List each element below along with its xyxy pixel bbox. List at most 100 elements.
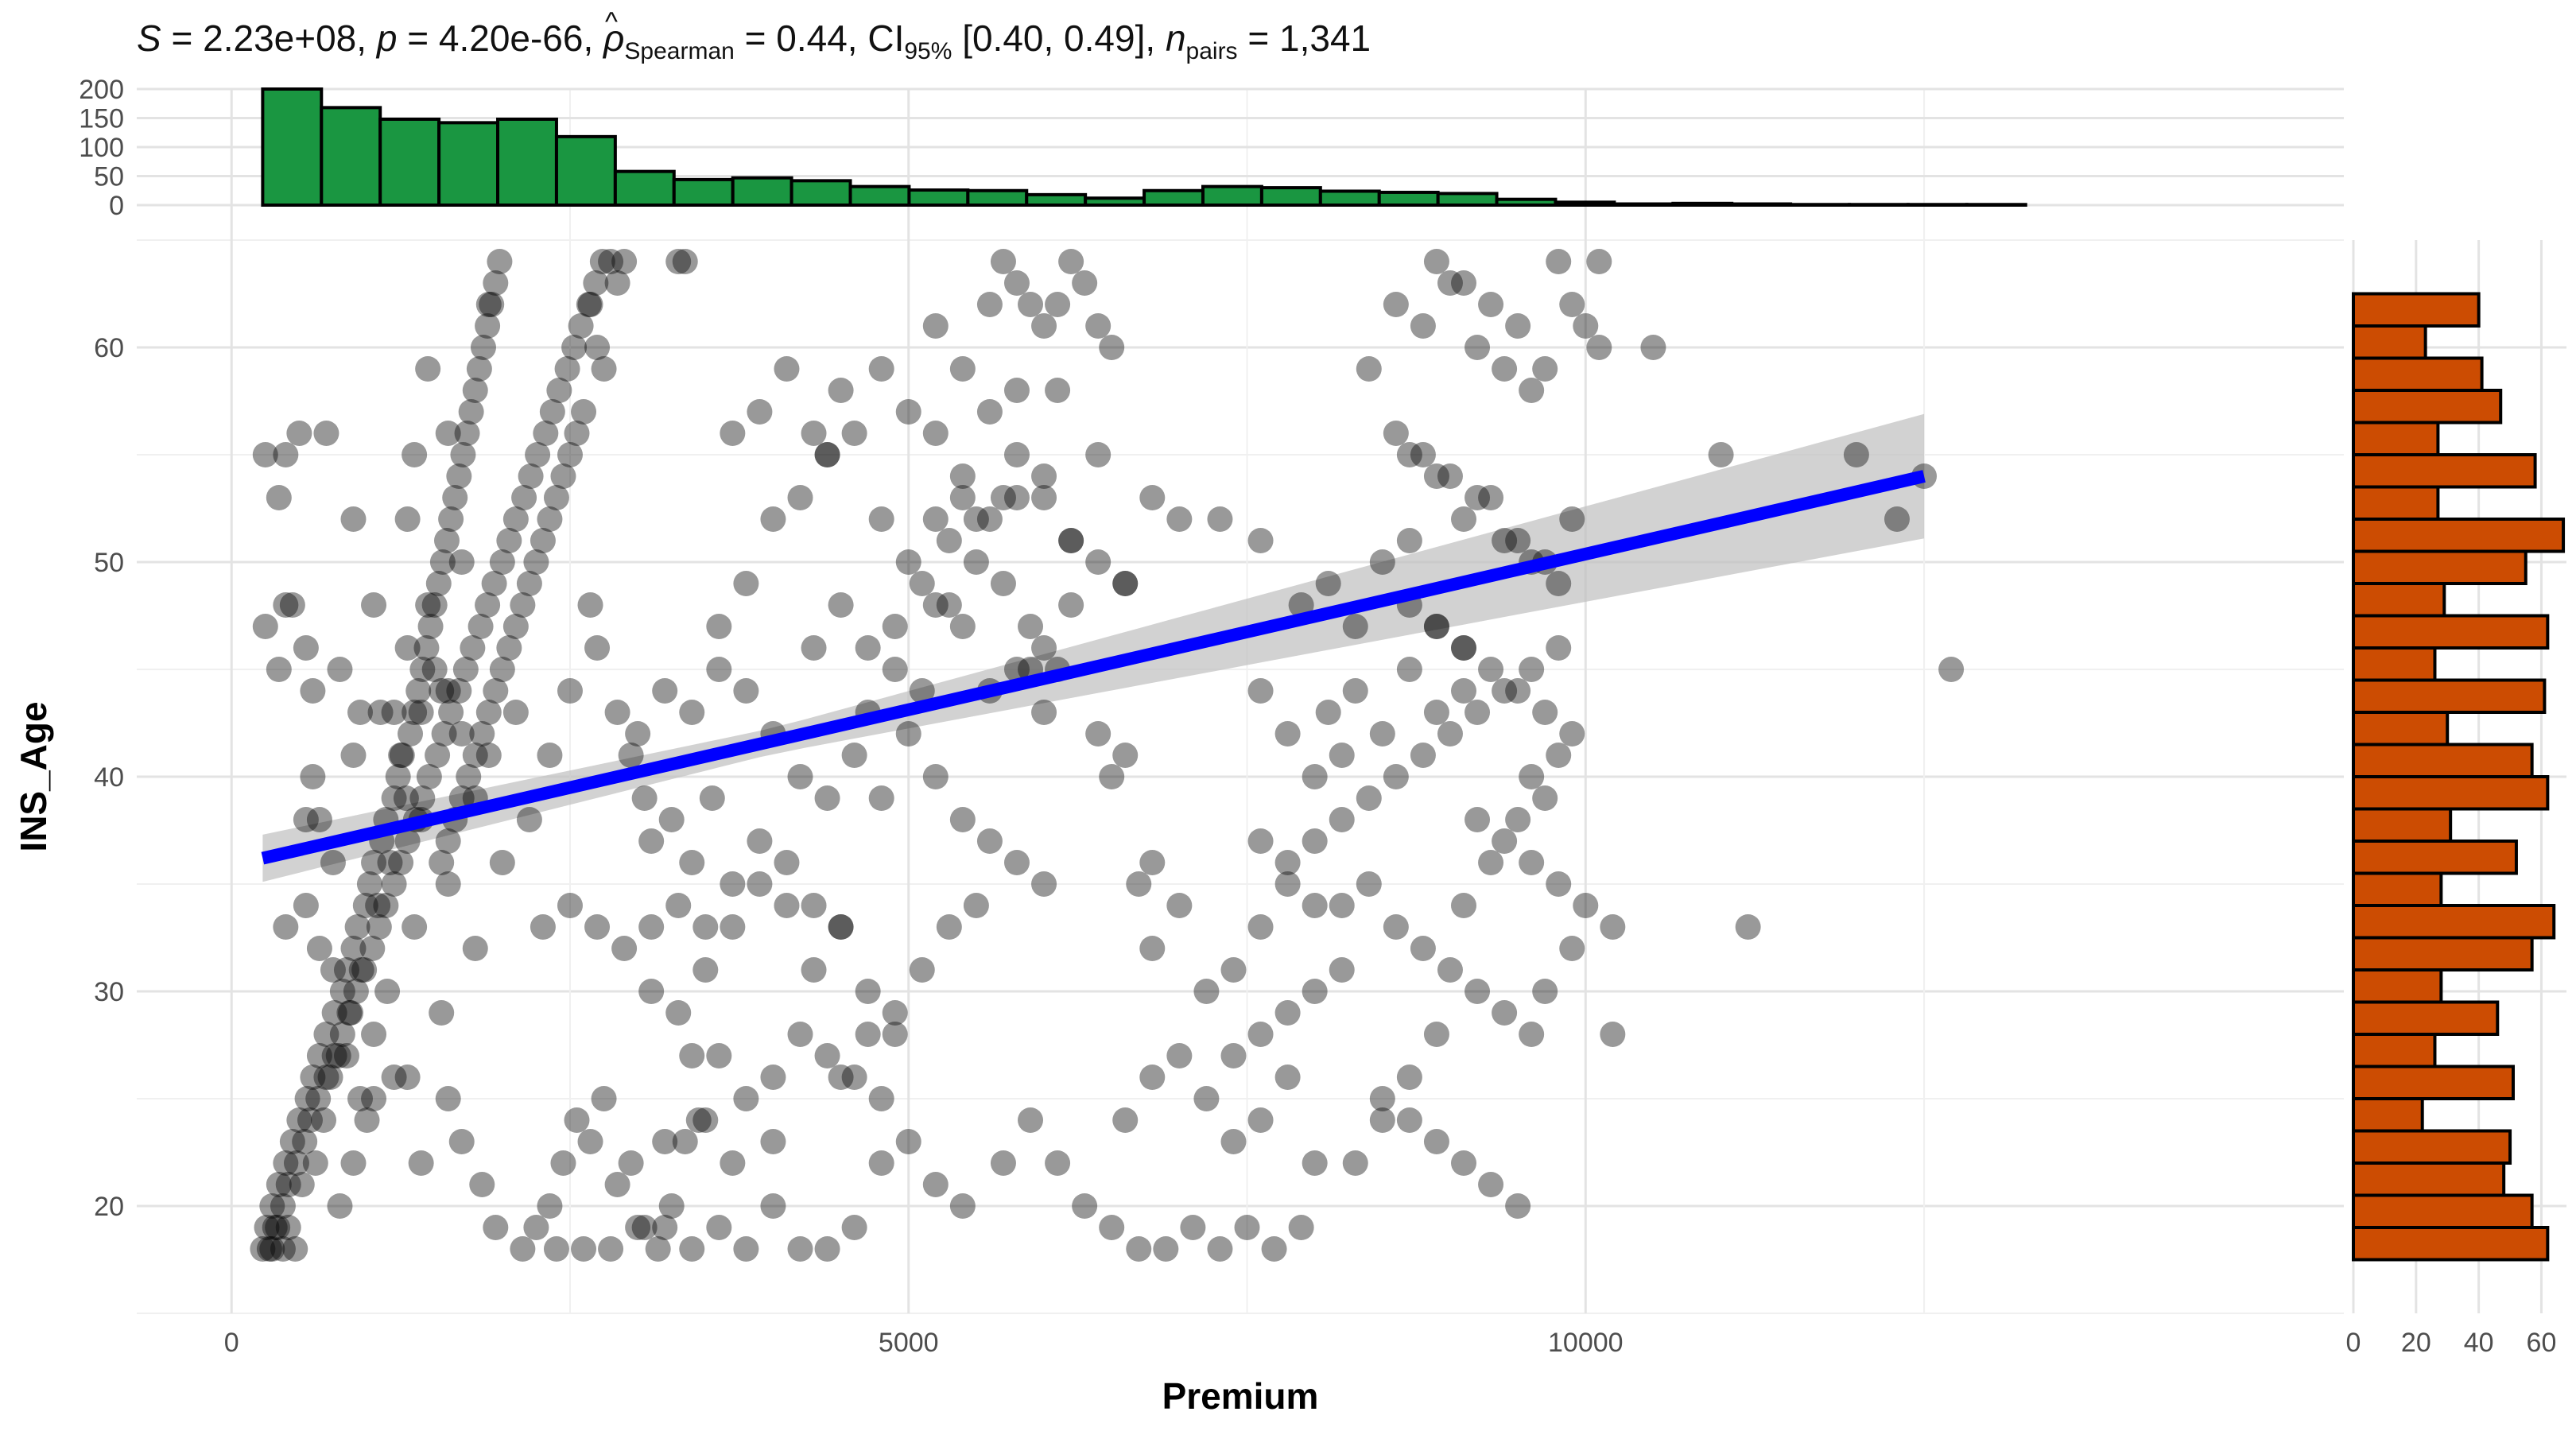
data-point [1478, 485, 1504, 510]
data-point [963, 893, 989, 918]
data-point [787, 1236, 813, 1262]
data-point [882, 614, 908, 639]
data-point [733, 571, 759, 596]
data-point [976, 506, 1003, 532]
data-point [405, 678, 432, 704]
data-point [645, 1236, 671, 1262]
data-point [1031, 700, 1057, 725]
data-point [638, 828, 665, 854]
data-point [679, 1043, 705, 1068]
right-hist-bar [2352, 582, 2446, 618]
data-point [366, 914, 392, 940]
data-point [1465, 335, 1491, 360]
data-point [841, 421, 867, 446]
data-point [1207, 1236, 1233, 1262]
data-point [1505, 528, 1531, 553]
data-point [530, 528, 556, 553]
data-point [1383, 764, 1409, 789]
right-hist-bar [2352, 389, 2503, 425]
data-point [720, 421, 746, 446]
data-point [1099, 1215, 1125, 1240]
data-point [1247, 828, 1274, 854]
data-point [1437, 721, 1463, 747]
data-point [516, 571, 542, 596]
data-point [760, 506, 786, 532]
data-point [1356, 356, 1382, 382]
data-point [611, 936, 638, 961]
data-point [373, 893, 399, 918]
right-hist-bar [2352, 614, 2550, 650]
data-point [469, 1172, 495, 1197]
data-point [351, 957, 378, 983]
data-point [1329, 743, 1355, 768]
data-point [672, 1129, 698, 1154]
data-point [438, 700, 464, 725]
data-point [801, 421, 827, 446]
data-point [1085, 549, 1111, 575]
data-point [801, 893, 827, 918]
data-point [949, 485, 976, 510]
data-point [706, 657, 732, 682]
data-point [523, 1215, 549, 1240]
data-point [1139, 485, 1166, 510]
data-point [720, 1150, 746, 1176]
data-point [313, 421, 339, 446]
data-point [1342, 1150, 1368, 1176]
data-point [922, 1172, 949, 1197]
data-point [976, 292, 1003, 317]
stat-rho-sub: Spearman [624, 38, 735, 64]
data-point [652, 1129, 678, 1154]
data-point [828, 914, 854, 940]
data-point [293, 893, 319, 918]
data-point [321, 1000, 347, 1026]
data-point [543, 1236, 569, 1262]
data-point [537, 743, 563, 768]
data-point [546, 378, 572, 403]
data-point [311, 1107, 337, 1133]
data-point [394, 506, 421, 532]
data-point [510, 1236, 536, 1262]
data-point [1329, 807, 1355, 832]
data-point [720, 914, 746, 940]
data-point [1396, 657, 1422, 682]
data-point [1586, 335, 1612, 360]
data-point [286, 421, 312, 446]
data-point [313, 1022, 339, 1047]
data-point [344, 914, 370, 940]
data-point [760, 1193, 786, 1219]
data-point [699, 785, 725, 811]
data-point [1003, 270, 1030, 296]
data-point [470, 335, 496, 360]
data-point [489, 657, 515, 682]
data-point [417, 614, 444, 639]
right-hist-bar [2352, 840, 2518, 875]
data-point [1003, 657, 1030, 682]
top-hist-bar [672, 177, 735, 207]
right-hist-bar [2352, 485, 2440, 521]
top-hist-bar [1554, 200, 1616, 207]
data-point [1559, 292, 1585, 317]
data-point [1573, 313, 1599, 339]
right-hist-bar [2352, 678, 2547, 714]
data-point [462, 743, 488, 768]
data-point [475, 700, 502, 725]
data-point [275, 1215, 301, 1240]
data-point [828, 1065, 854, 1090]
top-hist-bar [789, 179, 852, 207]
data-point [1031, 871, 1057, 897]
data-point [429, 549, 456, 575]
data-point [652, 678, 678, 704]
data-point [909, 678, 935, 704]
right-hist-bar [2352, 1226, 2550, 1262]
right-hist-bar [2352, 1065, 2515, 1100]
data-point [340, 1150, 367, 1176]
data-point [652, 1215, 678, 1240]
data-point [814, 1043, 840, 1068]
right-hist-bar [2352, 1000, 2500, 1036]
top-hist-bar [1318, 189, 1381, 207]
data-point [1099, 764, 1125, 789]
data-point [801, 635, 827, 661]
data-point [487, 249, 513, 274]
top-hist-bar [1848, 203, 1910, 207]
